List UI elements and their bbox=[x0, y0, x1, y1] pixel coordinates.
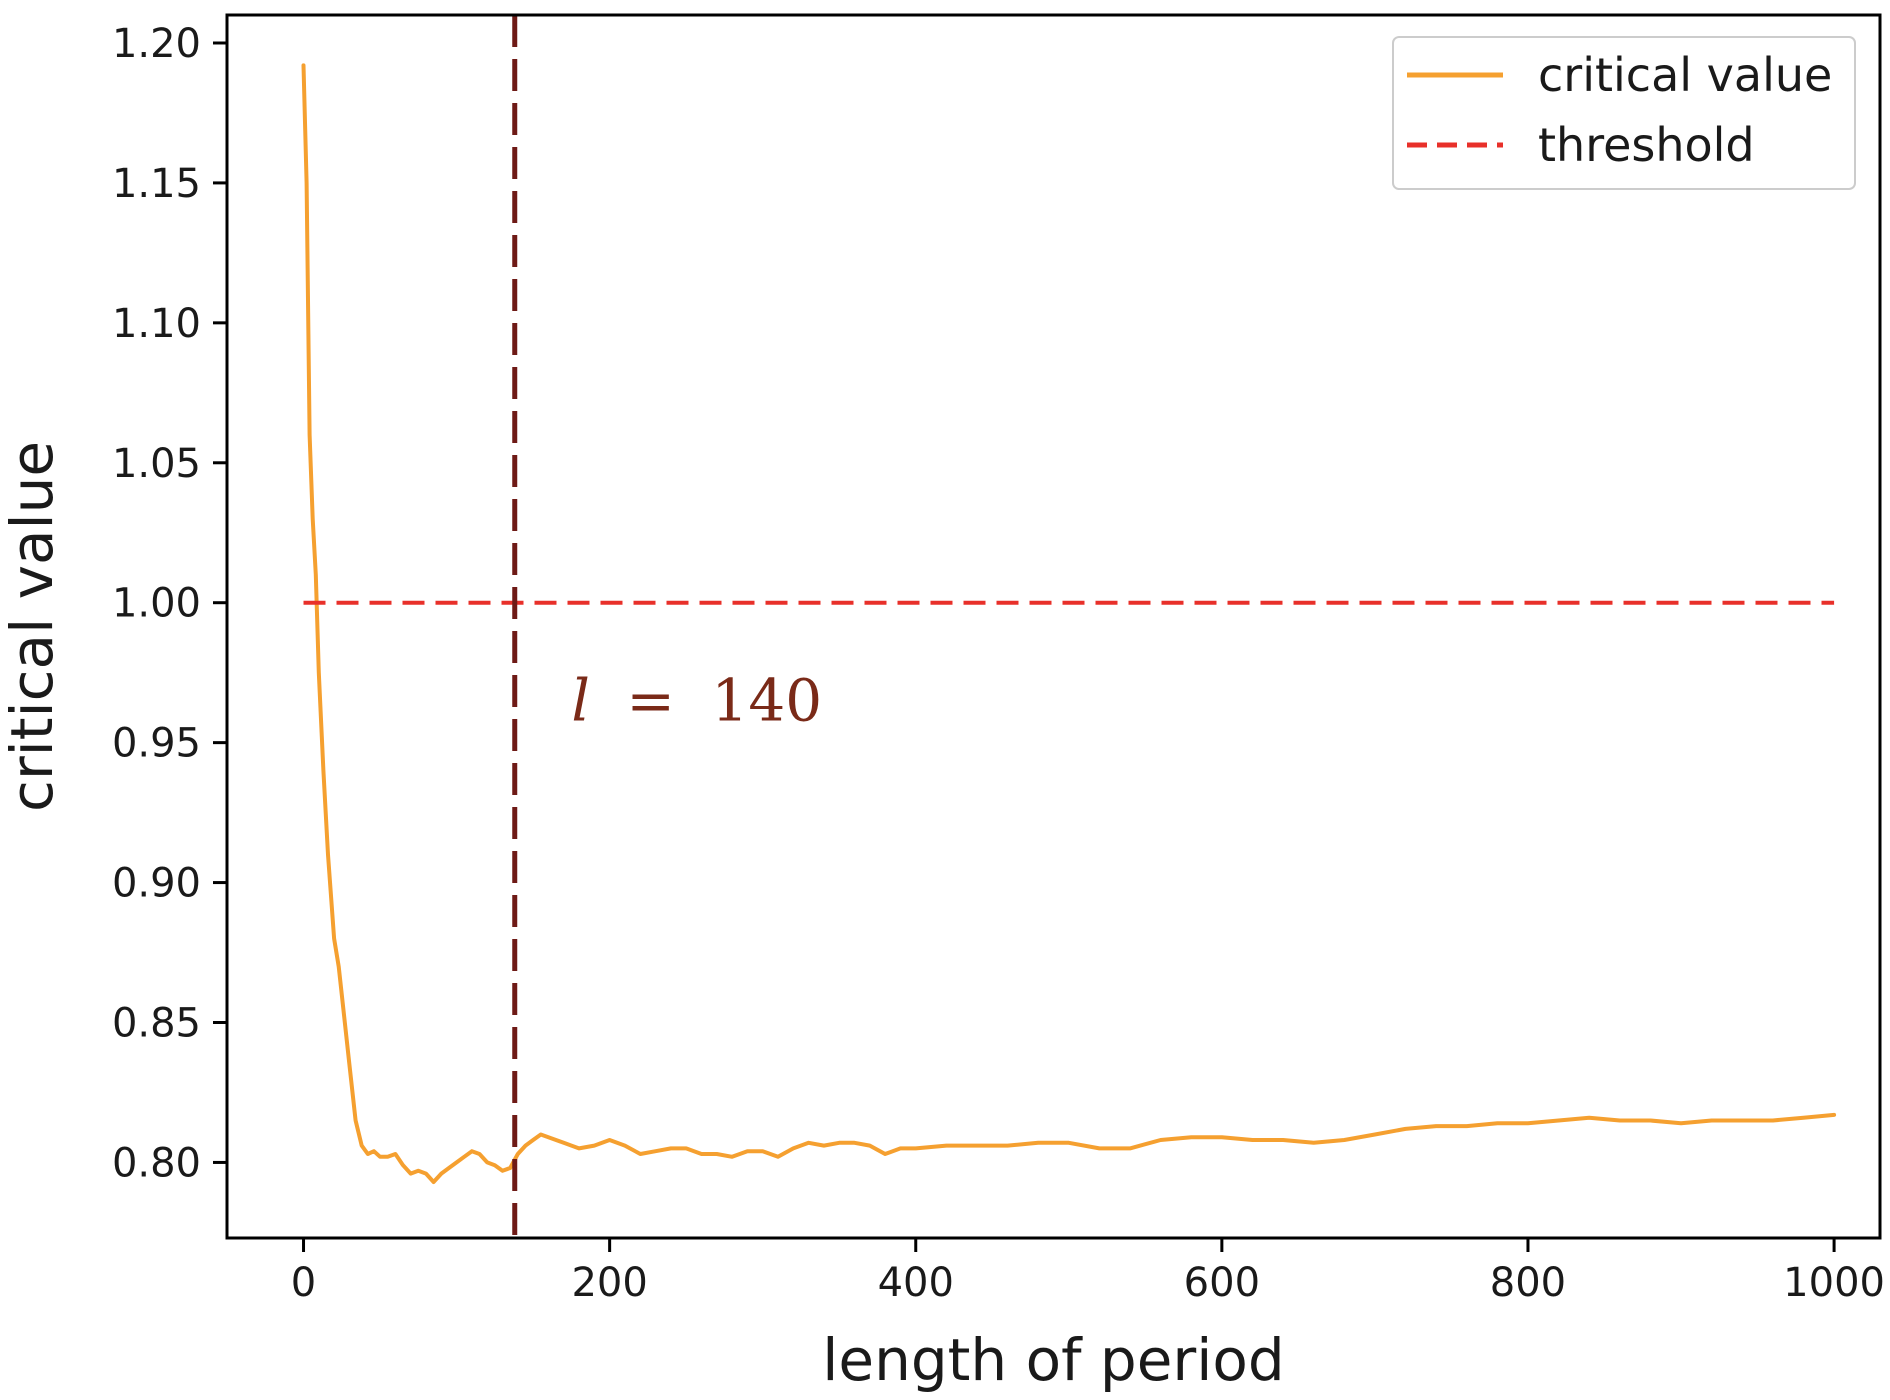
y-tick-label: 1.00 bbox=[112, 581, 201, 627]
period-annotation: l = 140 bbox=[571, 667, 822, 735]
x-tick-label: 600 bbox=[1184, 1260, 1260, 1306]
x-tick-label: 1000 bbox=[1783, 1260, 1885, 1306]
y-tick-label: 1.10 bbox=[112, 301, 201, 347]
y-tick-label: 0.90 bbox=[112, 861, 201, 907]
y-axis-label: critical value bbox=[0, 441, 66, 812]
x-tick-label: 0 bbox=[291, 1260, 316, 1306]
critical-value-series-line bbox=[301, 63, 1837, 1184]
plot-area bbox=[301, 15, 1837, 1238]
x-tick-label: 200 bbox=[571, 1260, 647, 1306]
legend-label-threshold: threshold bbox=[1538, 118, 1755, 172]
legend-box bbox=[1392, 36, 1856, 190]
annotation-variable: l bbox=[571, 667, 590, 735]
y-tick-label: 0.95 bbox=[112, 721, 201, 767]
plot-contents bbox=[301, 15, 1837, 1238]
legend-label-critical-value: critical value bbox=[1538, 48, 1832, 102]
axes: 0 200 400 600 800 1000 0.80 0.85 0.90 0.95 1.00 1.0… bbox=[112, 13, 1885, 1306]
x-tick-label: 800 bbox=[1490, 1260, 1566, 1306]
annotation-value: 140 bbox=[711, 667, 822, 735]
x-tick-label: 400 bbox=[878, 1260, 954, 1306]
y-tick-label: 1.15 bbox=[112, 161, 201, 207]
y-tick-label: 0.85 bbox=[112, 1001, 201, 1047]
x-axis-label: length of period bbox=[822, 1326, 1284, 1394]
annotation-equals: = bbox=[626, 667, 675, 735]
y-tick-label: 1.05 bbox=[112, 441, 201, 487]
y-tick-label: 0.80 bbox=[112, 1140, 201, 1186]
y-tick-label: 1.20 bbox=[112, 21, 201, 67]
axes-frame bbox=[225, 13, 1882, 1240]
legend: critical value threshold bbox=[1392, 36, 1856, 190]
